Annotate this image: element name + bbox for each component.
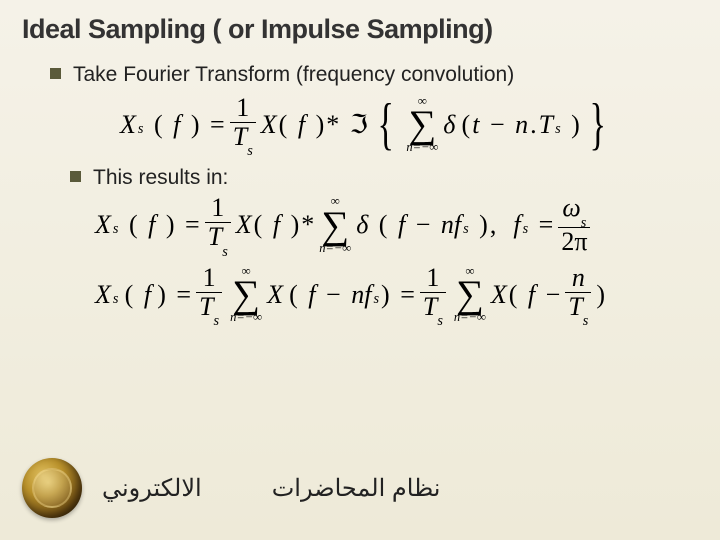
bullet-row-2: This results in: bbox=[70, 166, 720, 190]
bullet-icon bbox=[50, 68, 61, 79]
equation-1: X s ( f ) = 1 Ts X ( f ) * ℑ { ∞ ∑ n=−∞ … bbox=[120, 95, 720, 154]
bullet-text-2: This results in: bbox=[93, 166, 228, 190]
equation-3: X s ( f ) = 1 Ts ∞ ∑ n=−∞ X ( f − nf s )… bbox=[95, 265, 720, 324]
slide-title: Ideal Sampling ( or Impulse Sampling) bbox=[0, 0, 720, 45]
bullet-icon bbox=[70, 171, 81, 182]
footer: الالكتروني نظام المحاضرات bbox=[22, 458, 440, 518]
footer-text-2: نظام المحاضرات bbox=[272, 474, 441, 503]
equation-2: X s ( f ) = 1 Ts X ( f ) * ∞ ∑ n=−∞ δ ( … bbox=[95, 195, 720, 254]
bullet-text-1: Take Fourier Transform (frequency convol… bbox=[73, 63, 514, 87]
bullet-row-1: Take Fourier Transform (frequency convol… bbox=[50, 63, 720, 87]
seal-icon bbox=[22, 458, 82, 518]
footer-text-1: الالكتروني bbox=[102, 474, 202, 503]
